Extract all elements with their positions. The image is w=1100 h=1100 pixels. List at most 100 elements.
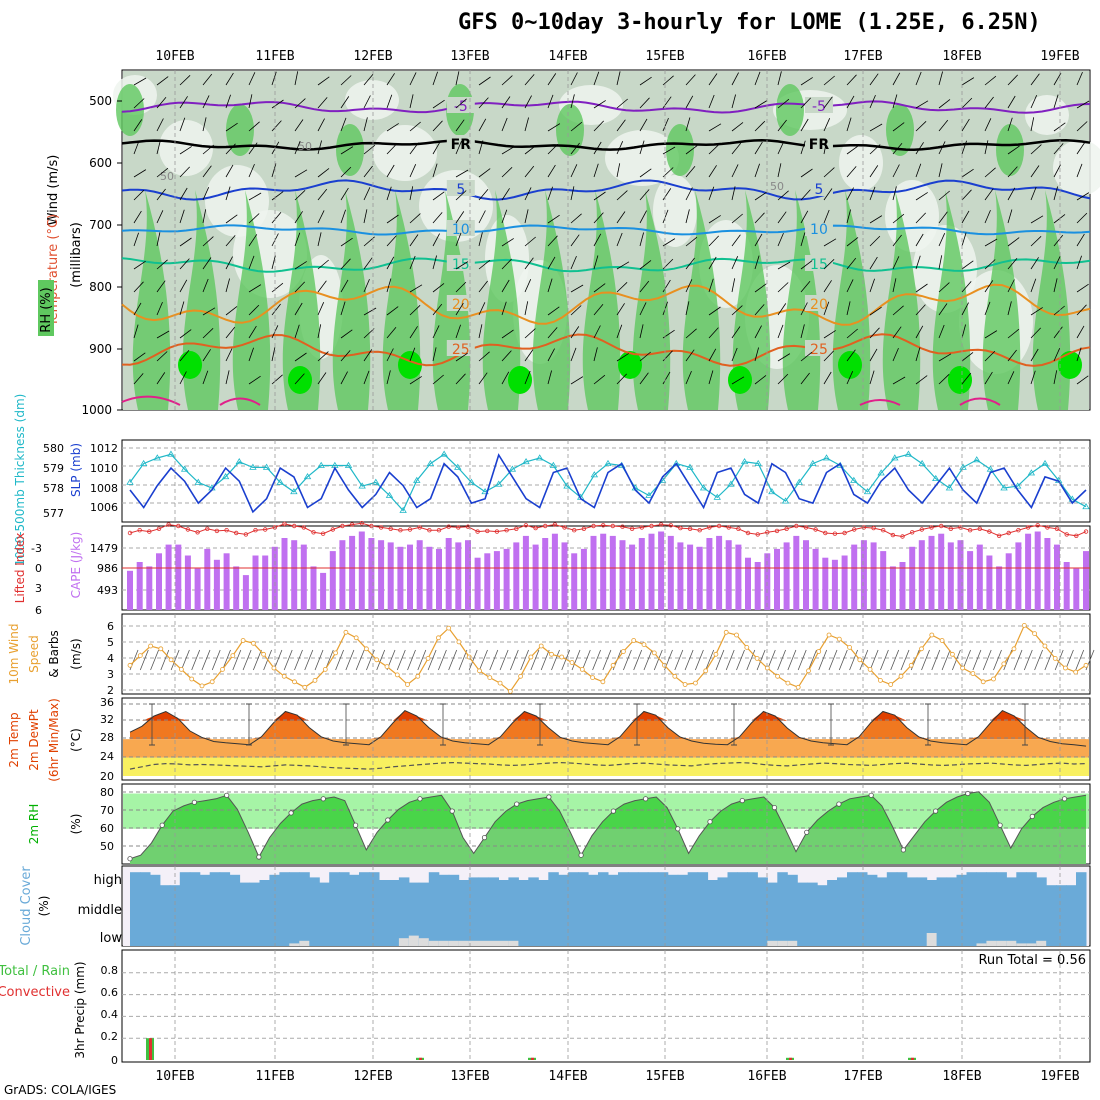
- cloud-middle-bar: [498, 893, 509, 919]
- wind10-barb: [571, 649, 581, 671]
- wind-barb: [478, 140, 484, 155]
- date-label-top: 13FEB: [450, 49, 489, 64]
- wind-barb: [524, 165, 535, 178]
- rh2m-tick: 50: [100, 840, 114, 853]
- cloud-low-base: [677, 919, 689, 946]
- wind-barb: [1007, 301, 1012, 316]
- wind-barb: [869, 73, 879, 86]
- wind10-point: [127, 662, 133, 668]
- wind-barb: [363, 328, 375, 339]
- wind10-point: [662, 662, 667, 668]
- wind-barb: [570, 94, 575, 109]
- wind-barb: [317, 210, 325, 224]
- cape-bar: [445, 538, 452, 610]
- li-point: [823, 530, 828, 536]
- cape-bar: [928, 535, 935, 610]
- wind-barb: [915, 375, 928, 385]
- cloud-middle-bar: [667, 893, 679, 919]
- wind-barb: [271, 282, 284, 293]
- cape-bar: [291, 540, 298, 610]
- wind-barb: [317, 168, 330, 178]
- wind10-barb: [191, 649, 201, 671]
- wind10-point: [322, 667, 328, 672]
- wind-barb: [501, 258, 512, 270]
- wind-barb: [1030, 95, 1038, 109]
- cloud-high-bar: [1036, 877, 1047, 893]
- li-point: [543, 523, 548, 529]
- wind-barb: [984, 188, 994, 201]
- wind-barb: [685, 209, 690, 224]
- li-point: [726, 525, 731, 530]
- date-label-top: 16FEB: [747, 49, 786, 64]
- wind-barb: [892, 143, 903, 155]
- cloud-low-clear: [767, 940, 778, 946]
- rh2m-point: [417, 796, 423, 802]
- wind-barb: [202, 165, 212, 178]
- cape-bar: [803, 540, 809, 610]
- cloud-middle-bar: [398, 893, 410, 919]
- wind10-point: [487, 675, 493, 680]
- cape-bar: [416, 540, 423, 610]
- wind-barb: [961, 168, 974, 178]
- rh-moist-area: [116, 84, 144, 136]
- cloud-low-base: [518, 919, 529, 946]
- temp2m-group: [122, 703, 1090, 776]
- cloud-middle-bar: [339, 893, 350, 919]
- cloud-middle-bar: [827, 893, 838, 919]
- wind-barb: [961, 232, 967, 247]
- cloud-middle-bar: [428, 893, 440, 919]
- wind-barb: [179, 237, 192, 247]
- wind-barb: [547, 164, 556, 178]
- wind-barb: [777, 163, 782, 178]
- cloud-low-base: [488, 919, 499, 946]
- wind-barb: [639, 76, 652, 86]
- li-point: [977, 526, 982, 531]
- wind-barb: [524, 117, 529, 132]
- wind-barb: [340, 279, 349, 293]
- wind10-point: [1011, 646, 1017, 652]
- cloud-middle-bar: [1016, 893, 1027, 919]
- wind10-point: [816, 649, 822, 654]
- wind-barb: [409, 94, 414, 109]
- wind-barb: [501, 146, 515, 155]
- thickness-tick: 580: [43, 442, 64, 455]
- wind-barb: [754, 212, 765, 224]
- date-label-bottom: 11FEB: [255, 1069, 294, 1084]
- pressure-tick: 600: [89, 156, 112, 170]
- wind-barb: [432, 141, 441, 155]
- cloud-low-base: [379, 919, 390, 946]
- rh-dry-area: [1053, 140, 1100, 196]
- rh2m-point: [449, 808, 455, 814]
- wind-barb: [248, 94, 253, 109]
- wind-barb: [294, 140, 301, 155]
- cloud-low-base: [1076, 919, 1087, 946]
- cloud-high-bar: [359, 872, 370, 893]
- cloud-low-clear: [1026, 943, 1037, 946]
- li-tick: -3: [31, 542, 42, 555]
- wind-barb: [593, 141, 602, 155]
- wind-barb: [271, 120, 282, 132]
- cape-bar: [165, 544, 172, 610]
- cape-bar: [1063, 562, 1070, 610]
- cloud-low-base: [608, 919, 619, 946]
- thickness-point: [740, 457, 749, 465]
- wind-barb: [409, 121, 421, 132]
- cloud-low-base: [468, 919, 480, 946]
- cloud-low-base: [976, 919, 987, 946]
- cloud-middle-bar: [687, 893, 699, 919]
- cloud-low-base: [707, 919, 719, 946]
- thickness-point: [727, 480, 735, 487]
- wind10-barb: [695, 649, 704, 671]
- wind-barb: [363, 307, 377, 316]
- wind-barb: [317, 259, 329, 270]
- wind-barb: [1076, 192, 1090, 201]
- wind-barb: [133, 140, 140, 155]
- wind-barb: [869, 186, 876, 201]
- thickness-point: [645, 491, 653, 498]
- li-point: [1035, 523, 1040, 528]
- thickness-point: [536, 454, 544, 461]
- wind-barb: [570, 326, 580, 339]
- wind10-point: [281, 673, 287, 679]
- wind-barb: [708, 215, 721, 224]
- cloud-high-bar: [926, 880, 938, 893]
